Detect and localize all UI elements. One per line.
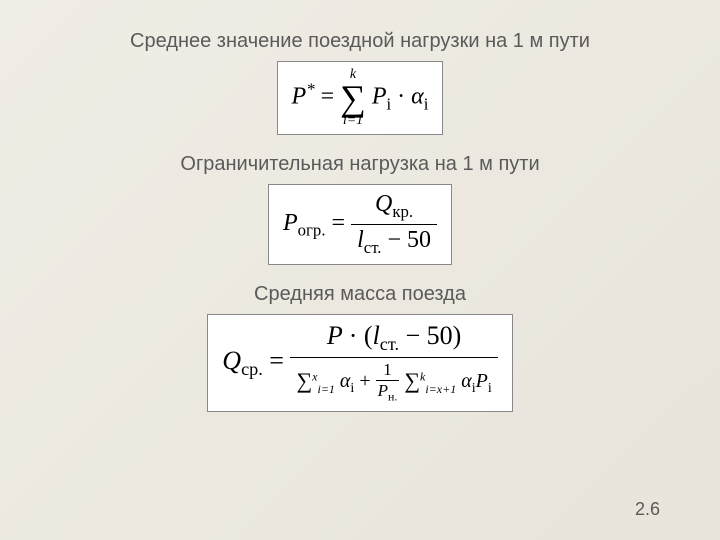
f3-small-frac: 1 Pн.	[376, 360, 400, 404]
f2-num-var: Q	[375, 191, 392, 217]
formula-2-wrap: Pогр. = Qкр. lст. − 50	[40, 184, 680, 265]
f2-minus: −	[387, 227, 407, 253]
page-number: 2.6	[635, 499, 660, 520]
f2-eq: =	[332, 210, 352, 236]
sigma-icon: ∑	[404, 368, 420, 393]
f3-frac: P · (lст. − 50) ∑xi=1 αi + 1 Pн.	[290, 321, 497, 405]
f1-sum-lower: i=1	[340, 114, 366, 128]
f3-eq: =	[269, 346, 290, 375]
f3-sf-num: 1	[376, 360, 400, 381]
f3-alpha1-sub: i	[350, 381, 354, 396]
caption-2: Ограничительная нагрузка на 1 м пути	[40, 153, 680, 176]
f3-p2-sub: i	[488, 381, 492, 396]
f3-num-l: l	[373, 321, 380, 350]
f2-lhs-sub: огр.	[298, 221, 326, 240]
f3-sf-den-sub: н.	[388, 390, 397, 404]
f3-lhs-var: Q	[222, 346, 241, 375]
f3-num-const: 50	[427, 321, 453, 350]
f1-alpha-sub: i	[424, 95, 429, 114]
formula-3-wrap: Qср. = P · (lст. − 50) ∑xi=1 αi + 1	[40, 314, 680, 412]
f3-sum2-lower: i=x+1	[425, 382, 456, 396]
formula-1-wrap: P* = k ∑ i=1 Pi · αi	[40, 61, 680, 135]
f1-p-sub: i	[387, 95, 392, 114]
formula-3: Qср. = P · (lст. − 50) ∑xi=1 αi + 1	[207, 314, 512, 412]
f3-alpha1: α	[340, 370, 351, 392]
f3-sum2: ∑ki=x+1	[404, 370, 456, 395]
formula-2: Pогр. = Qкр. lст. − 50	[268, 184, 452, 265]
f1-p: P	[372, 84, 387, 110]
f3-lhs-sub: ср.	[241, 359, 263, 379]
f2-num-sub: кр.	[392, 202, 413, 221]
f3-sf-den-var: P	[378, 381, 388, 400]
f2-frac: Qкр. lст. − 50	[351, 191, 437, 258]
f1-alpha: α	[411, 84, 424, 110]
f3-num-dot: · (	[349, 321, 373, 350]
caption-3: Средняя масса поезда	[40, 283, 680, 306]
formula-1: P* = k ∑ i=1 Pi · αi	[277, 61, 444, 135]
f3-num-lsub: ст.	[380, 334, 399, 354]
f2-den-var: l	[357, 227, 364, 253]
f3-sum1-lower: i=1	[317, 382, 334, 396]
f1-lhs-var: P	[292, 84, 307, 110]
f3-plus: +	[359, 370, 375, 392]
f1-eq: =	[321, 84, 341, 110]
f3-sum1: ∑xi=1	[296, 370, 334, 395]
caption-1: Среднее значение поездной нагрузки на 1 …	[40, 30, 680, 53]
f2-den-const: 50	[407, 227, 431, 253]
f3-p2: P	[476, 370, 488, 392]
f2-lhs-var: P	[283, 210, 298, 236]
f1-sum: k ∑ i=1	[340, 68, 366, 128]
f3-num-minus: −	[406, 321, 427, 350]
sigma-icon: ∑	[340, 82, 366, 114]
f3-num-p: P	[327, 321, 342, 350]
f3-alpha2: α	[461, 370, 472, 392]
f1-lhs-sup: *	[306, 80, 314, 99]
sigma-icon: ∑	[296, 368, 312, 393]
f2-den-sub: ст.	[364, 238, 382, 257]
f1-dot: ·	[397, 84, 411, 110]
f3-num-close: )	[453, 321, 462, 350]
